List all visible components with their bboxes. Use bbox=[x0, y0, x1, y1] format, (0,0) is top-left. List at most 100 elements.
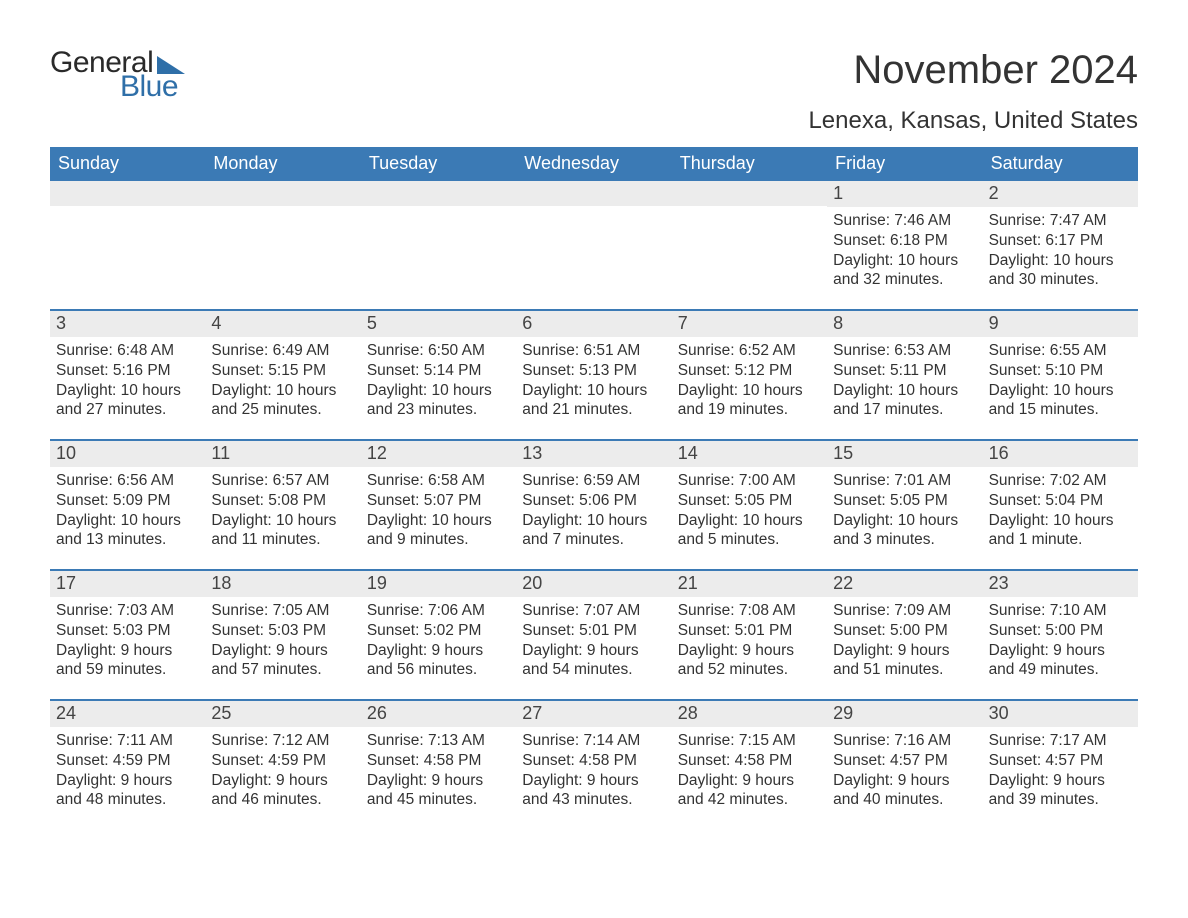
page-header: General Blue November 2024 Lenexa, Kansa… bbox=[50, 48, 1138, 135]
sunset-text: Sunset: 5:07 PM bbox=[367, 491, 510, 511]
daylight-text: Daylight: 10 hours and 32 minutes. bbox=[833, 251, 976, 291]
week-row: 17Sunrise: 7:03 AMSunset: 5:03 PMDayligh… bbox=[50, 569, 1138, 699]
day-cell: 13Sunrise: 6:59 AMSunset: 5:06 PMDayligh… bbox=[516, 441, 671, 569]
daylight-text: Daylight: 10 hours and 9 minutes. bbox=[367, 511, 510, 551]
day-number: 22 bbox=[827, 571, 982, 597]
sunrise-text: Sunrise: 6:58 AM bbox=[367, 471, 510, 491]
sunset-text: Sunset: 5:08 PM bbox=[211, 491, 354, 511]
sunset-text: Sunset: 5:01 PM bbox=[678, 621, 821, 641]
day-content: Sunrise: 6:56 AMSunset: 5:09 PMDaylight:… bbox=[50, 467, 205, 550]
day-cell: 15Sunrise: 7:01 AMSunset: 5:05 PMDayligh… bbox=[827, 441, 982, 569]
day-number: 27 bbox=[516, 701, 671, 727]
day-cell: 1Sunrise: 7:46 AMSunset: 6:18 PMDaylight… bbox=[827, 181, 982, 309]
day-number: 29 bbox=[827, 701, 982, 727]
week-row: 24Sunrise: 7:11 AMSunset: 4:59 PMDayligh… bbox=[50, 699, 1138, 829]
daylight-text: Daylight: 9 hours and 42 minutes. bbox=[678, 771, 821, 811]
day-content: Sunrise: 7:14 AMSunset: 4:58 PMDaylight:… bbox=[516, 727, 671, 810]
sunrise-text: Sunrise: 7:46 AM bbox=[833, 211, 976, 231]
title-block: November 2024 Lenexa, Kansas, United Sta… bbox=[808, 48, 1138, 135]
day-content: Sunrise: 7:06 AMSunset: 5:02 PMDaylight:… bbox=[361, 597, 516, 680]
daylight-text: Daylight: 10 hours and 15 minutes. bbox=[989, 381, 1132, 421]
sunset-text: Sunset: 5:13 PM bbox=[522, 361, 665, 381]
day-content: Sunrise: 7:05 AMSunset: 5:03 PMDaylight:… bbox=[205, 597, 360, 680]
sunset-text: Sunset: 5:05 PM bbox=[833, 491, 976, 511]
day-cell: 25Sunrise: 7:12 AMSunset: 4:59 PMDayligh… bbox=[205, 701, 360, 829]
day-cell: 10Sunrise: 6:56 AMSunset: 5:09 PMDayligh… bbox=[50, 441, 205, 569]
sunrise-text: Sunrise: 6:51 AM bbox=[522, 341, 665, 361]
day-cell: 11 Sunrise: 6:57 AMSunset: 5:08 PMDayligh… bbox=[205, 441, 360, 569]
sunset-text: Sunset: 5:04 PM bbox=[989, 491, 1132, 511]
sunset-text: Sunset: 6:18 PM bbox=[833, 231, 976, 251]
weekday-header: Friday bbox=[827, 147, 982, 181]
day-content: Sunrise: 7:02 AMSunset: 5:04 PMDaylight:… bbox=[983, 467, 1138, 550]
week-row: 3Sunrise: 6:48 AMSunset: 5:16 PMDaylight… bbox=[50, 309, 1138, 439]
day-cell: 5Sunrise: 6:50 AMSunset: 5:14 PMDaylight… bbox=[361, 311, 516, 439]
sunrise-text: Sunrise: 7:00 AM bbox=[678, 471, 821, 491]
sunset-text: Sunset: 4:59 PM bbox=[56, 751, 199, 771]
sunset-text: Sunset: 5:11 PM bbox=[833, 361, 976, 381]
empty-day-bar bbox=[361, 181, 516, 206]
day-number: 26 bbox=[361, 701, 516, 727]
day-content: Sunrise: 7:03 AMSunset: 5:03 PMDaylight:… bbox=[50, 597, 205, 680]
day-content: Sunrise: 7:17 AMSunset: 4:57 PMDaylight:… bbox=[983, 727, 1138, 810]
day-number: 17 bbox=[50, 571, 205, 597]
day-number: 5 bbox=[361, 311, 516, 337]
day-cell: 7Sunrise: 6:52 AMSunset: 5:12 PMDaylight… bbox=[672, 311, 827, 439]
day-number: 11 bbox=[205, 441, 360, 467]
day-cell: 8Sunrise: 6:53 AMSunset: 5:11 PMDaylight… bbox=[827, 311, 982, 439]
sunset-text: Sunset: 5:05 PM bbox=[678, 491, 821, 511]
day-number: 3 bbox=[50, 311, 205, 337]
daylight-text: Daylight: 10 hours and 27 minutes. bbox=[56, 381, 199, 421]
day-number: 2 bbox=[983, 181, 1138, 207]
sunrise-text: Sunrise: 6:55 AM bbox=[989, 341, 1132, 361]
sunrise-text: Sunrise: 6:57 AM bbox=[211, 471, 354, 491]
empty-day-bar bbox=[50, 181, 205, 206]
week-row: 1Sunrise: 7:46 AMSunset: 6:18 PMDaylight… bbox=[50, 181, 1138, 309]
day-number: 7 bbox=[672, 311, 827, 337]
sunrise-text: Sunrise: 7:15 AM bbox=[678, 731, 821, 751]
sunset-text: Sunset: 4:57 PM bbox=[833, 751, 976, 771]
sunset-text: Sunset: 5:02 PM bbox=[367, 621, 510, 641]
day-number: 20 bbox=[516, 571, 671, 597]
sunrise-text: Sunrise: 7:16 AM bbox=[833, 731, 976, 751]
sunrise-text: Sunrise: 7:06 AM bbox=[367, 601, 510, 621]
day-content: Sunrise: 6:51 AMSunset: 5:13 PMDaylight:… bbox=[516, 337, 671, 420]
daylight-text: Daylight: 10 hours and 17 minutes. bbox=[833, 381, 976, 421]
day-content: Sunrise: 6:50 AMSunset: 5:14 PMDaylight:… bbox=[361, 337, 516, 420]
daylight-text: Daylight: 10 hours and 11 minutes. bbox=[211, 511, 354, 551]
weekday-header-row: Sunday Monday Tuesday Wednesday Thursday… bbox=[50, 147, 1138, 181]
day-content: Sunrise: 7:10 AMSunset: 5:00 PMDaylight:… bbox=[983, 597, 1138, 680]
day-content: Sunrise: 7:07 AMSunset: 5:01 PMDaylight:… bbox=[516, 597, 671, 680]
day-content: Sunrise: 7:01 AMSunset: 5:05 PMDaylight:… bbox=[827, 467, 982, 550]
day-cell: 14Sunrise: 7:00 AMSunset: 5:05 PMDayligh… bbox=[672, 441, 827, 569]
day-number: 14 bbox=[672, 441, 827, 467]
day-content: Sunrise: 6:52 AMSunset: 5:12 PMDaylight:… bbox=[672, 337, 827, 420]
daylight-text: Daylight: 10 hours and 21 minutes. bbox=[522, 381, 665, 421]
daylight-text: Daylight: 10 hours and 23 minutes. bbox=[367, 381, 510, 421]
day-cell: 16Sunrise: 7:02 AMSunset: 5:04 PMDayligh… bbox=[983, 441, 1138, 569]
daylight-text: Daylight: 9 hours and 52 minutes. bbox=[678, 641, 821, 681]
sunrise-text: Sunrise: 6:49 AM bbox=[211, 341, 354, 361]
sunrise-text: Sunrise: 7:14 AM bbox=[522, 731, 665, 751]
day-cell: 28Sunrise: 7:15 AMSunset: 4:58 PMDayligh… bbox=[672, 701, 827, 829]
day-cell: 3Sunrise: 6:48 AMSunset: 5:16 PMDaylight… bbox=[50, 311, 205, 439]
day-content: Sunrise: 6:48 AMSunset: 5:16 PMDaylight:… bbox=[50, 337, 205, 420]
sunrise-text: Sunrise: 7:03 AM bbox=[56, 601, 199, 621]
weekday-header: Saturday bbox=[983, 147, 1138, 181]
day-cell: 12Sunrise: 6:58 AMSunset: 5:07 PMDayligh… bbox=[361, 441, 516, 569]
day-number: 21 bbox=[672, 571, 827, 597]
week-row: 10Sunrise: 6:56 AMSunset: 5:09 PMDayligh… bbox=[50, 439, 1138, 569]
day-content: Sunrise: 7:13 AMSunset: 4:58 PMDaylight:… bbox=[361, 727, 516, 810]
day-number: 16 bbox=[983, 441, 1138, 467]
daylight-text: Daylight: 9 hours and 51 minutes. bbox=[833, 641, 976, 681]
logo: General Blue bbox=[50, 48, 185, 102]
daylight-text: Daylight: 10 hours and 13 minutes. bbox=[56, 511, 199, 551]
day-number: 13 bbox=[516, 441, 671, 467]
day-content: Sunrise: 6:58 AMSunset: 5:07 PMDaylight:… bbox=[361, 467, 516, 550]
weekday-header: Tuesday bbox=[361, 147, 516, 181]
day-cell: 26Sunrise: 7:13 AMSunset: 4:58 PMDayligh… bbox=[361, 701, 516, 829]
sunset-text: Sunset: 6:17 PM bbox=[989, 231, 1132, 251]
daylight-text: Daylight: 10 hours and 3 minutes. bbox=[833, 511, 976, 551]
day-number: 24 bbox=[50, 701, 205, 727]
day-content: Sunrise: 6:59 AMSunset: 5:06 PMDaylight:… bbox=[516, 467, 671, 550]
